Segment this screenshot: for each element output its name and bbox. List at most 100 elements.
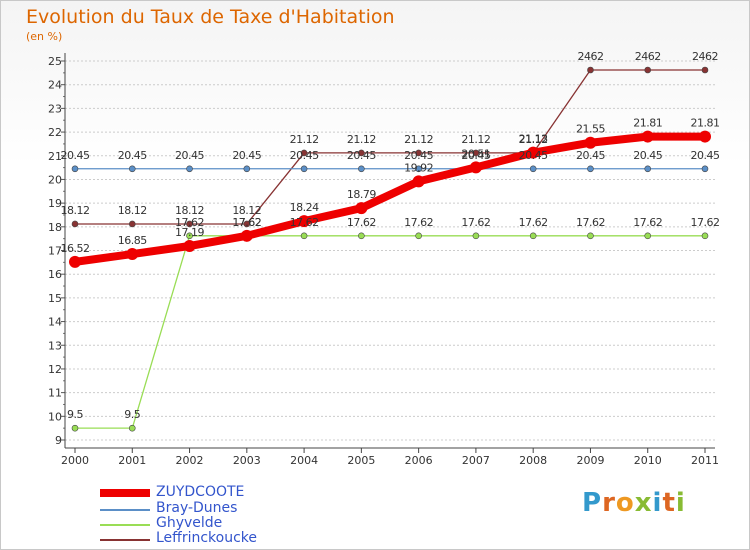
data-label: 17.62 [691,216,720,229]
y-tick-label: 25 [48,55,62,68]
data-label: 21.12 [290,133,319,146]
data-label: 17.62 [404,216,433,229]
x-tick-label: 2005 [347,454,375,467]
data-point [300,165,308,173]
data-point [128,165,136,173]
data-point [415,165,422,173]
x-tick-label: 2003 [233,454,261,467]
data-point [71,165,79,173]
y-tick-label: 11 [48,387,62,400]
x-tick-label: 2010 [634,454,662,467]
y-tick-label: 13 [48,339,62,352]
data-label: 20.45 [404,149,433,162]
logo-letter: r [602,488,616,518]
y-tick-label: 18 [48,221,62,234]
data-label: 17.62 [519,216,548,229]
x-tick-label: 2002 [176,454,204,467]
x-tick-label: 2009 [576,454,604,467]
y-tick-label: 14 [48,316,62,329]
data-label: 17.62 [633,216,662,229]
y-tick-label: 15 [48,292,62,305]
data-point [529,165,537,173]
data-point [472,149,480,157]
data-label: 21.81 [691,117,720,130]
data-point [358,165,365,173]
data-label: 20.45 [118,149,147,162]
y-tick-label: 20 [48,173,62,186]
y-tick-label: 21 [48,150,62,163]
logo-letter: i [652,488,663,518]
data-label: 18.12 [61,204,90,217]
series-line-ghyvelde [75,235,705,429]
data-point [701,165,709,173]
data-label: 18.24 [290,201,319,214]
data-point [186,165,193,173]
logo-letter: x [634,488,653,518]
y-tick-label: 19 [48,197,62,210]
data-label: 20.45 [576,149,605,162]
data-point [186,220,193,228]
data-point [243,165,251,173]
data-point [584,136,597,149]
x-tick-label: 2008 [519,454,547,467]
legend-label-bray-dunes: Bray-Dunes [156,500,238,516]
legend-swatch-ghyvelde [100,524,150,526]
x-tick-label: 2006 [405,454,433,467]
legend-swatch-zuydcoote [100,489,150,497]
legend-swatch-bray-dunes [100,509,150,511]
data-label: 20.45 [633,149,662,162]
data-label: 17.62 [175,216,204,229]
data-point [472,232,480,240]
data-point [415,149,422,157]
data-point [128,220,136,228]
data-point [641,130,654,143]
data-label: 18.12 [175,204,204,217]
data-point [644,66,652,74]
logo-letter: i [675,488,686,518]
data-label: 16.85 [118,234,147,247]
data-label: 20.45 [232,149,261,162]
data-point [701,66,709,74]
data-point [529,232,537,240]
data-label: 17.62 [347,216,376,229]
legend-label-zuydcoote: ZUYDCOOTE [156,484,245,500]
data-label: 2462 [692,50,718,63]
y-tick-label: 23 [48,102,62,115]
legend-label-ghyvelde: Ghyvelde [156,515,223,531]
data-label: 19.92 [404,161,433,174]
data-point [298,215,311,228]
data-point [699,130,711,143]
data-label: 20.45 [61,149,90,162]
y-tick-label: 10 [48,410,62,423]
data-point [69,255,81,268]
data-point [243,220,251,228]
data-label: 21.12 [404,133,433,146]
y-tick-label: 17 [48,245,62,258]
x-tick-label: 2001 [118,454,146,467]
data-point [71,424,79,432]
data-label: 17.62 [232,216,261,229]
y-tick-label: 24 [48,79,62,92]
data-point [701,232,709,240]
data-label: 2462 [577,50,603,63]
x-tick-label: 2007 [462,454,490,467]
data-point [128,424,136,432]
data-point [300,149,308,157]
data-label: 18.79 [347,188,376,201]
legend-swatch-leffrinckoucke [100,539,150,541]
unit-label: (en %) [26,30,63,43]
data-label: 21.12 [461,133,490,146]
data-point [300,232,308,240]
data-label: 20.45 [290,149,319,162]
data-label: 21.55 [576,123,605,136]
data-point [587,66,594,74]
x-tick-label: 2004 [290,454,318,467]
data-label: 18.12 [118,204,147,217]
data-point [644,232,652,240]
data-point [358,149,365,157]
data-point [126,248,139,261]
y-tick-label: 9 [55,434,62,447]
data-label: 9.5 [67,408,83,421]
